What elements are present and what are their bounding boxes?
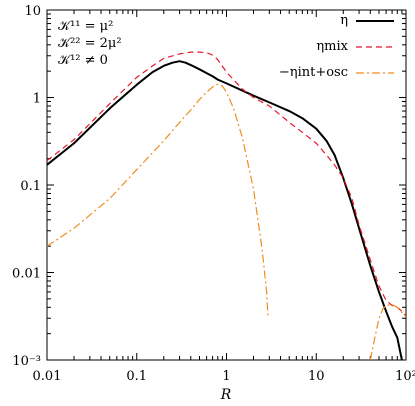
x-tick-label: 0.1 xyxy=(126,369,147,384)
series-line-0-0 xyxy=(47,60,403,360)
x-tick-label: 10 xyxy=(308,369,325,384)
y-tick-label: 0.1 xyxy=(20,179,41,194)
x-tick-label: 0.01 xyxy=(33,369,62,384)
series-line-2-0 xyxy=(47,83,269,319)
x-tick-label: 1 xyxy=(222,369,230,384)
x-axis-label: R xyxy=(220,387,232,403)
y-tick-label: 10⁻³ xyxy=(12,354,41,369)
legend: η ηmix −ηint+osc xyxy=(279,13,394,80)
y-tick-label: 10 xyxy=(24,4,41,19)
annotation-3: 𝒦¹² ≠ 0 xyxy=(58,53,108,68)
y-tick-label: 0.01 xyxy=(12,267,41,282)
legend-label-eta: η xyxy=(340,13,348,28)
series-line-1-0 xyxy=(47,51,406,317)
legend-label-eta-int-osc: −ηint+osc xyxy=(279,65,348,80)
annotation-1: 𝒦¹¹ = μ² xyxy=(58,19,113,34)
x-tick-label: 10² xyxy=(395,369,415,384)
legend-label-eta-mix: ηmix xyxy=(316,39,348,54)
series-layer xyxy=(47,51,406,360)
y-tick-label: 1 xyxy=(33,92,41,107)
annotation-block: 𝒦¹¹ = μ² 𝒦²² = 2μ² 𝒦¹² ≠ 0 xyxy=(58,19,122,68)
annotation-2: 𝒦²² = 2μ² xyxy=(58,36,122,51)
